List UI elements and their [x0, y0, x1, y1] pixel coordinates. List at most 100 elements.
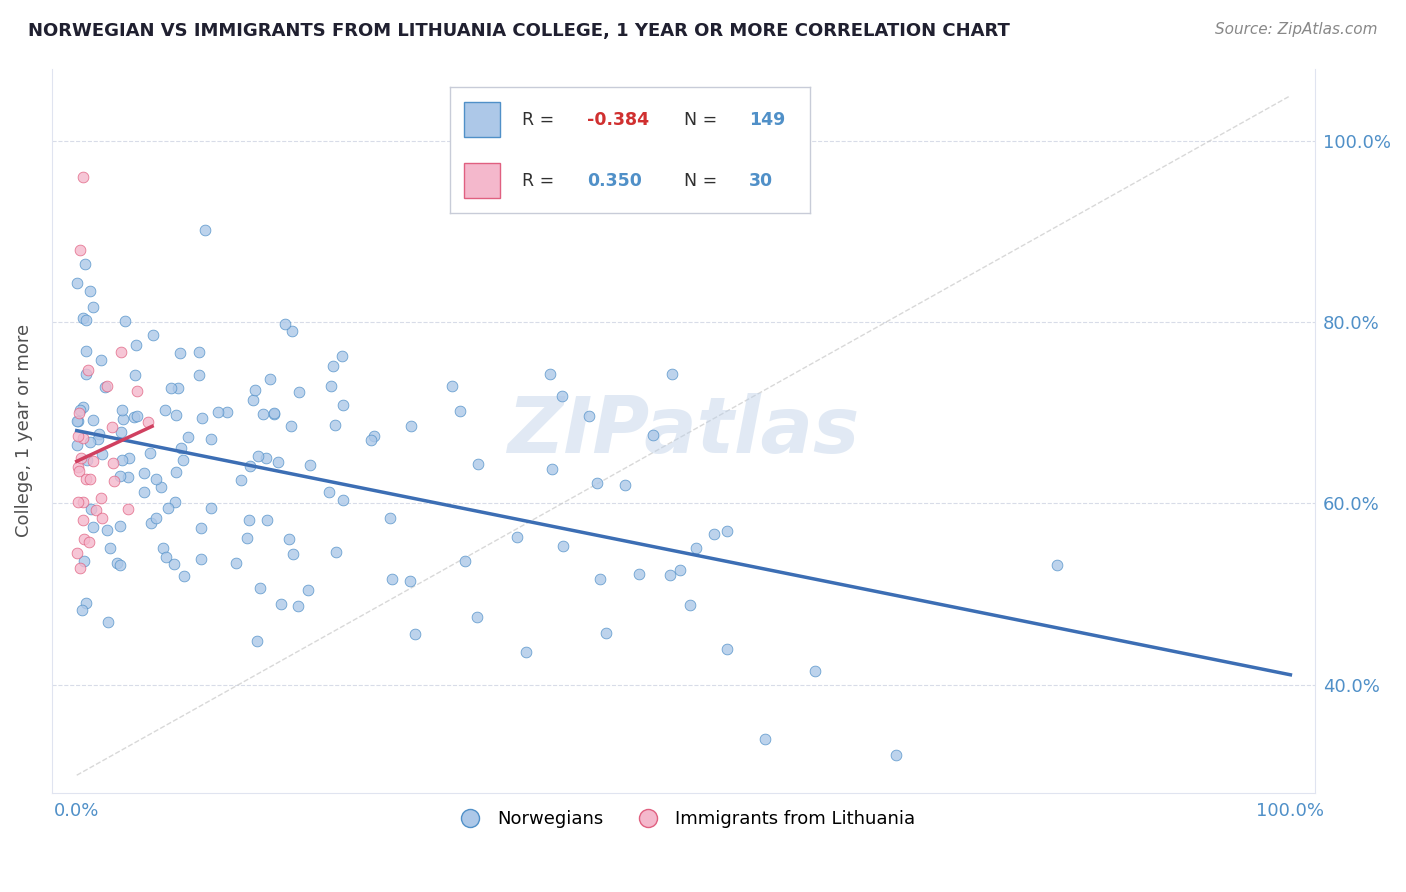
- Point: [79, 472, 101, 486]
- Point: [267, 454, 290, 468]
- Point: [363, 429, 385, 443]
- Point: [80, 502, 103, 516]
- Point: [66, 494, 89, 508]
- Point: [190, 552, 212, 566]
- Point: [75, 343, 97, 358]
- Point: [173, 568, 195, 582]
- Point: [125, 338, 148, 352]
- Point: [297, 582, 319, 597]
- Point: [641, 428, 664, 442]
- Point: [551, 389, 574, 403]
- Point: [98, 541, 121, 556]
- Point: [332, 398, 354, 412]
- Point: [703, 526, 725, 541]
- Point: [67, 464, 90, 478]
- Point: [124, 368, 146, 382]
- Point: [467, 457, 489, 471]
- Point: [75, 472, 97, 486]
- Point: [117, 501, 139, 516]
- Point: [160, 381, 183, 395]
- Point: [716, 642, 738, 657]
- Point: [661, 367, 683, 381]
- Point: [440, 379, 463, 393]
- Point: [270, 597, 292, 611]
- Point: [69, 243, 91, 257]
- Point: [77, 363, 100, 377]
- Point: [157, 501, 180, 516]
- Point: [134, 485, 156, 500]
- Point: [330, 349, 353, 363]
- Point: [73, 533, 96, 547]
- Point: [72, 495, 94, 509]
- Point: [125, 409, 148, 423]
- Point: [467, 609, 489, 624]
- Point: [110, 425, 132, 440]
- Point: [117, 469, 139, 483]
- Point: [553, 539, 575, 553]
- Point: [82, 520, 104, 534]
- Point: [191, 411, 214, 425]
- Point: [254, 450, 277, 465]
- Point: [215, 405, 238, 419]
- Point: [108, 558, 131, 572]
- Point: [108, 469, 131, 483]
- Point: [75, 367, 97, 381]
- Point: [803, 664, 825, 678]
- Point: [274, 317, 297, 331]
- Point: [200, 500, 222, 515]
- Point: [165, 495, 187, 509]
- Point: [86, 503, 108, 517]
- Point: [97, 615, 120, 629]
- Point: [165, 408, 187, 422]
- Point: [79, 434, 101, 449]
- Point: [238, 512, 260, 526]
- Point: [172, 452, 194, 467]
- Point: [167, 381, 190, 395]
- Point: [194, 223, 217, 237]
- Point: [155, 550, 177, 565]
- Point: [589, 572, 612, 586]
- Point: [401, 419, 423, 434]
- Point: [150, 480, 173, 494]
- Point: [263, 407, 285, 421]
- Point: [162, 557, 184, 571]
- Point: [90, 447, 112, 461]
- Point: [242, 392, 264, 407]
- Point: [73, 554, 96, 568]
- Point: [108, 519, 131, 533]
- Point: [153, 403, 176, 417]
- Point: [66, 438, 89, 452]
- Point: [145, 471, 167, 485]
- Point: [252, 407, 274, 421]
- Point: [91, 511, 114, 525]
- Point: [82, 454, 104, 468]
- Point: [288, 385, 311, 400]
- Point: [249, 581, 271, 595]
- Point: [884, 748, 907, 763]
- Point: [103, 474, 125, 488]
- Point: [79, 285, 101, 299]
- Point: [110, 345, 132, 359]
- Point: [114, 314, 136, 328]
- Point: [72, 310, 94, 325]
- Point: [538, 367, 561, 381]
- Point: [627, 566, 650, 581]
- Point: [82, 300, 104, 314]
- Point: [404, 627, 426, 641]
- Point: [332, 493, 354, 508]
- Point: [1046, 558, 1069, 573]
- Point: [207, 405, 229, 419]
- Point: [69, 561, 91, 575]
- Point: [595, 626, 617, 640]
- Point: [235, 531, 257, 545]
- Point: [166, 466, 188, 480]
- Point: [679, 598, 702, 612]
- Point: [72, 401, 94, 415]
- Point: [96, 523, 118, 537]
- Point: [66, 546, 89, 560]
- Point: [277, 532, 299, 546]
- Point: [754, 731, 776, 746]
- Point: [124, 410, 146, 425]
- Point: [75, 313, 97, 327]
- Point: [87, 427, 110, 442]
